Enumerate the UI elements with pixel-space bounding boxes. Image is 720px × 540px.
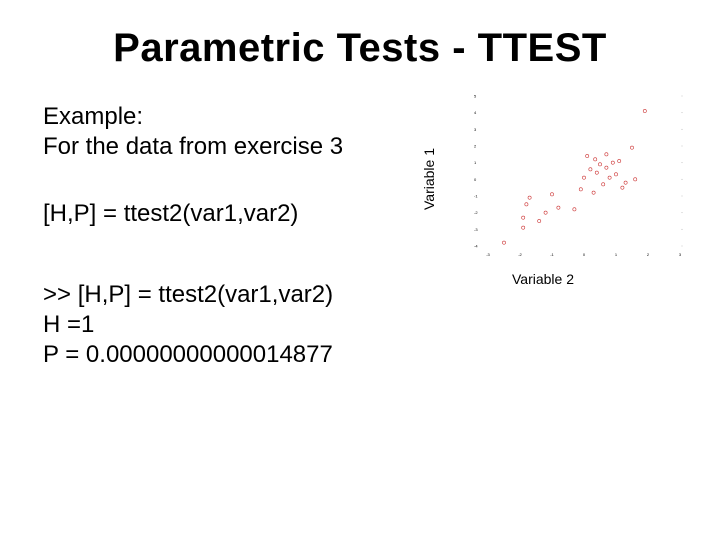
data-point: [598, 162, 602, 167]
y-tick-mark: [681, 212, 683, 214]
x-tick-label: 3: [679, 252, 682, 257]
data-point: [633, 177, 638, 182]
data-point: [610, 160, 615, 165]
y-tick-label: 4: [474, 110, 477, 115]
data-point: [572, 207, 577, 212]
data-point: [614, 172, 618, 177]
scatter-plot: Variable 1 5 4 3 2 1 0 -1 -2 -3 -4 -3 -2 -1 0 1 2 3: [421, 92, 683, 257]
slide-title: Parametric Tests - TTEST: [113, 26, 607, 70]
y-tick-mark: [681, 228, 683, 230]
data-point: [601, 182, 606, 187]
y-tick-label: 1: [474, 160, 477, 165]
x-tick-label: -2: [518, 252, 522, 257]
data-point: [543, 210, 548, 215]
y-tick-mark: [681, 112, 683, 114]
result-line: H =1: [43, 311, 95, 338]
result-text: >> [H,P] = ttest2(var1,var2) H =1 P = 0.…: [43, 280, 333, 370]
data-point: [591, 190, 596, 195]
data-point: [521, 225, 526, 230]
result-line: P = 0.00000000000014877: [43, 341, 333, 368]
data-point: [582, 175, 586, 180]
x-tick-label: 0: [583, 252, 586, 257]
command-text: [H,P] = ttest2(var1,var2): [43, 200, 299, 227]
data-point: [604, 152, 609, 157]
x-tick-label: -3: [486, 252, 490, 257]
x-tick-label: -1: [550, 252, 554, 257]
data-point: [578, 187, 583, 192]
data-point: [594, 170, 599, 175]
result-line: >> [H,P] = ttest2(var1,var2): [43, 281, 334, 308]
example-text: Example: For the data from exercise 3: [43, 102, 343, 162]
data-point: [550, 192, 554, 197]
data-point: [537, 219, 542, 223]
y-tick-mark: [681, 245, 683, 247]
y-tick-label: 3: [474, 127, 477, 132]
y-tick-label: -1: [474, 194, 478, 199]
data-point: [630, 145, 634, 150]
x-axis-label: Variable 2: [512, 271, 575, 287]
y-tick-label: 5: [474, 94, 477, 99]
data-point: [521, 215, 526, 220]
y-tick-label: -4: [474, 244, 478, 249]
data-point: [527, 195, 532, 200]
x-tick-label: 2: [647, 252, 650, 257]
data-point: [620, 185, 625, 190]
y-tick-label: -2: [474, 210, 478, 215]
y-tick-mark: [681, 95, 683, 97]
data-point: [623, 180, 628, 185]
y-tick-mark: [681, 128, 683, 130]
y-tick-mark: [681, 145, 683, 147]
data-point: [607, 175, 612, 180]
y-tick-mark: [681, 178, 683, 180]
y-tick-mark: [681, 162, 683, 164]
data-point: [593, 157, 598, 162]
example-line: Example:: [43, 103, 144, 130]
y-tick-mark: [681, 195, 683, 197]
example-line: For the data from exercise 3: [43, 133, 344, 160]
data-point: [585, 154, 590, 158]
data-point: [556, 205, 561, 210]
data-point: [524, 202, 529, 207]
x-tick-label: 1: [615, 252, 618, 257]
data-point: [588, 167, 593, 172]
data-point: [617, 159, 622, 163]
data-point: [604, 165, 609, 170]
y-axis-label: Variable 1: [421, 148, 437, 210]
y-tick-label: 0: [474, 177, 477, 182]
plot-area: [469, 92, 681, 257]
y-tick-label: 2: [474, 144, 477, 149]
data-point: [502, 240, 506, 245]
y-tick-label: -3: [474, 227, 478, 232]
data-point: [642, 109, 647, 113]
